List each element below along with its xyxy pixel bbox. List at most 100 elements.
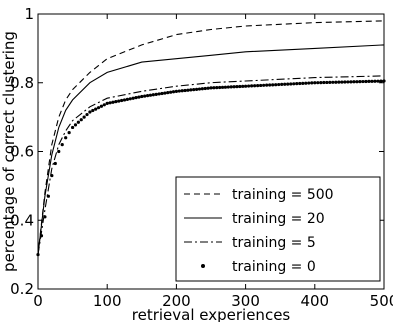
data-point	[200, 87, 204, 91]
data-point	[151, 93, 155, 97]
data-point	[259, 83, 263, 88]
data-point	[108, 101, 112, 105]
data-point	[265, 83, 269, 87]
data-point	[364, 79, 368, 84]
y-tick-label: 0.2	[10, 280, 34, 298]
x-tick-label: 400	[300, 292, 329, 310]
data-point	[192, 88, 196, 92]
series-training-5	[37, 75, 385, 255]
data-point	[229, 85, 233, 89]
data-point	[289, 82, 293, 86]
data-point	[134, 96, 138, 100]
data-point	[209, 86, 213, 90]
data-point	[358, 80, 362, 84]
data-point	[148, 93, 153, 97]
series-layer	[36, 20, 386, 257]
data-point	[328, 80, 332, 84]
data-point	[286, 82, 290, 86]
data-point	[235, 85, 239, 89]
x-tick-label: 100	[93, 292, 122, 310]
data-point	[280, 82, 284, 86]
data-point	[212, 86, 216, 90]
data-point	[122, 98, 127, 102]
data-point	[180, 89, 184, 93]
data-point	[346, 80, 350, 84]
data-point	[88, 110, 92, 114]
data-point	[91, 108, 95, 113]
data-point	[316, 81, 320, 85]
data-point	[79, 118, 83, 122]
legend: training = 500 training = 20 training = 5 t…	[175, 176, 381, 282]
data-point	[39, 234, 44, 238]
x-axis-label: retrieval experiences	[132, 306, 291, 322]
data-point	[334, 80, 338, 84]
data-point	[298, 81, 302, 86]
data-point	[241, 84, 245, 88]
legend-label: training = 500	[232, 187, 334, 203]
data-point	[310, 81, 314, 85]
data-point	[120, 98, 124, 103]
data-point	[60, 143, 64, 147]
data-point	[283, 82, 287, 86]
data-point	[247, 84, 251, 88]
data-point	[337, 80, 341, 84]
x-tick-label: 0	[33, 292, 43, 310]
data-point	[319, 81, 323, 85]
data-point	[367, 79, 371, 84]
data-point	[331, 80, 335, 84]
data-point	[73, 123, 78, 127]
data-point	[262, 83, 266, 87]
data-point	[177, 89, 181, 93]
data-point	[43, 215, 47, 219]
data-point	[117, 99, 121, 103]
x-tick-label: 300	[231, 292, 260, 310]
series-line	[37, 20, 385, 255]
y-tick-label: 0.8	[10, 74, 34, 92]
y-tick-label: 1	[24, 5, 34, 23]
data-point	[352, 80, 356, 84]
data-point	[271, 83, 275, 87]
data-point	[57, 149, 61, 154]
series-line	[37, 75, 385, 255]
data-point	[253, 84, 257, 88]
data-point	[137, 95, 141, 99]
x-tick-label: 500	[370, 292, 393, 310]
y-tick-label: 0.4	[10, 211, 34, 229]
data-point	[131, 96, 135, 100]
data-point	[340, 80, 344, 84]
data-point	[82, 115, 86, 119]
data-point	[322, 80, 326, 85]
data-point	[183, 88, 187, 93]
data-point	[313, 81, 317, 85]
x-axis: 0 100 200 300 400 500	[33, 14, 393, 310]
data-point	[174, 89, 178, 93]
data-point	[105, 101, 109, 105]
y-axis-label: percentage of correct clustering	[0, 31, 18, 272]
series-training-0	[36, 79, 386, 257]
data-point	[46, 194, 50, 198]
data-point	[154, 92, 158, 96]
data-point	[256, 83, 260, 88]
series-line	[37, 44, 385, 255]
data-point	[99, 104, 104, 108]
data-point	[145, 94, 150, 98]
data-point	[50, 173, 54, 178]
data-point	[244, 84, 248, 88]
data-point	[36, 253, 40, 257]
data-point	[203, 86, 207, 91]
series-training-20	[37, 44, 385, 255]
data-point	[215, 86, 219, 90]
data-point	[376, 79, 380, 83]
data-point	[102, 103, 106, 107]
data-point	[250, 84, 254, 88]
data-point	[114, 100, 118, 104]
data-point	[143, 94, 147, 98]
data-point	[157, 92, 161, 96]
data-point	[232, 85, 236, 89]
data-point	[218, 85, 222, 90]
data-point	[268, 83, 272, 87]
data-point	[223, 85, 228, 89]
data-point	[274, 83, 278, 87]
legend-label: training = 20	[232, 211, 325, 227]
